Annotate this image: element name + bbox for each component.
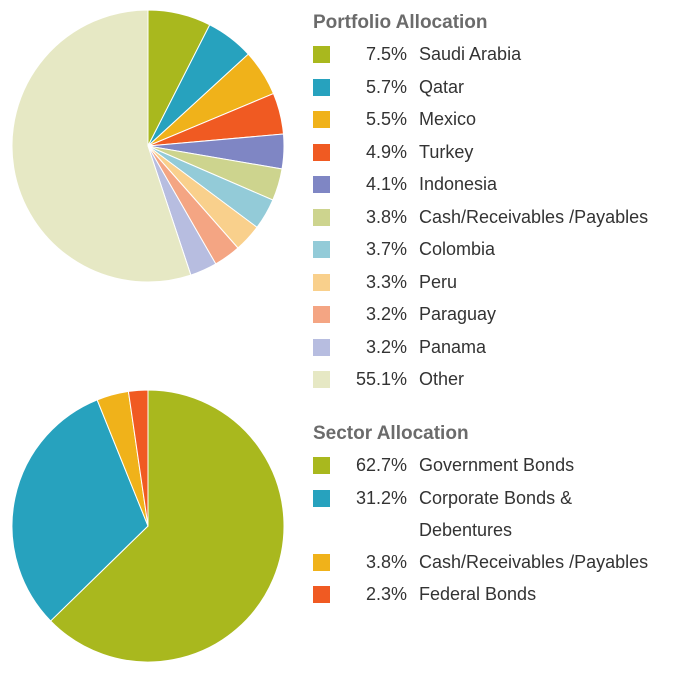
legend-label: Other xyxy=(419,369,465,389)
legend: Portfolio Allocation 7.5% Saudi Arabia 5.7%… xyxy=(313,8,648,396)
legend-value: 55.1% xyxy=(355,369,407,389)
legend-value: 7.5% xyxy=(365,44,407,64)
legend-label: Paraguay xyxy=(419,304,497,324)
legend-label: Panama xyxy=(419,336,487,357)
legend-swatch xyxy=(313,208,330,226)
legend-swatch xyxy=(313,586,330,603)
legend-swatch xyxy=(313,78,330,96)
legend-item: 5.7% Qatar xyxy=(313,71,648,104)
pie-slice xyxy=(11,399,149,622)
legend-item: 3.2% Paraguay xyxy=(313,298,648,331)
legend-value: 3.2% xyxy=(365,304,407,324)
legend-value: 3.7% xyxy=(365,239,407,259)
legend-item: 31.2% Corporate Bonds & Debentures xyxy=(313,482,648,546)
legend-value: 4.9% xyxy=(365,141,407,162)
legend-label: Government Bonds xyxy=(419,455,575,475)
legend-item: 4.1% Indonesia xyxy=(313,168,648,201)
legend-item: 2.3% Federal Bonds xyxy=(313,578,648,611)
legend-item: 3.8% Cash/Receivables /Payables xyxy=(313,201,648,234)
pie-chart xyxy=(11,9,285,283)
legend-title: Sector Allocation xyxy=(313,423,469,444)
legend-swatch xyxy=(313,46,330,63)
legend-item: 3.3% Peru xyxy=(313,266,648,299)
legend-value: 3.2% xyxy=(365,336,407,357)
legend-swatch xyxy=(313,489,330,507)
legend-swatch xyxy=(313,111,330,128)
legend-item: 3.2% Panama xyxy=(313,331,648,364)
legend-label: Mexico xyxy=(419,109,477,129)
legend-item: 62.7% Government Bonds xyxy=(313,449,648,482)
legend-label: Colombia xyxy=(419,239,496,259)
legend-value: 4.1% xyxy=(365,174,407,194)
pie-slice xyxy=(127,389,149,527)
legend-item: 55.1% Other xyxy=(313,363,648,396)
pie-slice xyxy=(11,9,192,283)
legend-value: 5.5% xyxy=(365,109,407,129)
legend-item: 3.8% Cash/Receivables /Payables xyxy=(313,546,648,579)
legend-value: 3.3% xyxy=(365,271,407,292)
legend-swatch xyxy=(313,457,330,474)
legend: Sector Allocation 62.7% Government Bonds 31… xyxy=(313,419,648,611)
legend-swatch xyxy=(313,273,330,291)
legend-item: 3.7% Colombia xyxy=(313,233,648,266)
legend-swatch xyxy=(313,371,330,388)
legend-item: 4.9% Turkey xyxy=(313,136,648,169)
legend-label: Qatar xyxy=(419,76,465,97)
legend-value: 2.3% xyxy=(365,584,407,604)
legend-label: Indonesia xyxy=(419,174,498,194)
pie-chart xyxy=(11,389,285,663)
legend-title: Portfolio Allocation xyxy=(313,12,488,33)
legend-label: Corporate Bonds & Debentures xyxy=(419,487,573,540)
legend-swatch xyxy=(313,241,330,258)
legend-label: Cash/Receivables /Payables xyxy=(419,206,649,227)
legend-label: Federal Bonds xyxy=(419,584,537,604)
legend-value: 3.8% xyxy=(365,206,407,227)
legend-swatch xyxy=(313,176,330,193)
legend-value: 3.8% xyxy=(365,551,407,572)
legend-label: Peru xyxy=(419,271,458,292)
legend-value: 62.7% xyxy=(355,455,407,475)
legend-swatch xyxy=(313,553,330,571)
legend-swatch xyxy=(313,143,330,161)
legend-label: Saudi Arabia xyxy=(419,44,522,64)
legend-item: 7.5% Saudi Arabia xyxy=(313,38,648,71)
pie-slice xyxy=(49,389,285,663)
legend-label: Cash/Receivables /Payables xyxy=(419,551,649,572)
legend-swatch xyxy=(313,306,330,323)
legend-swatch xyxy=(313,338,330,356)
legend-value: 5.7% xyxy=(365,76,407,97)
legend-label: Turkey xyxy=(419,141,474,162)
legend-value: 31.2% xyxy=(355,487,407,508)
legend-item: 5.5% Mexico xyxy=(313,103,648,136)
